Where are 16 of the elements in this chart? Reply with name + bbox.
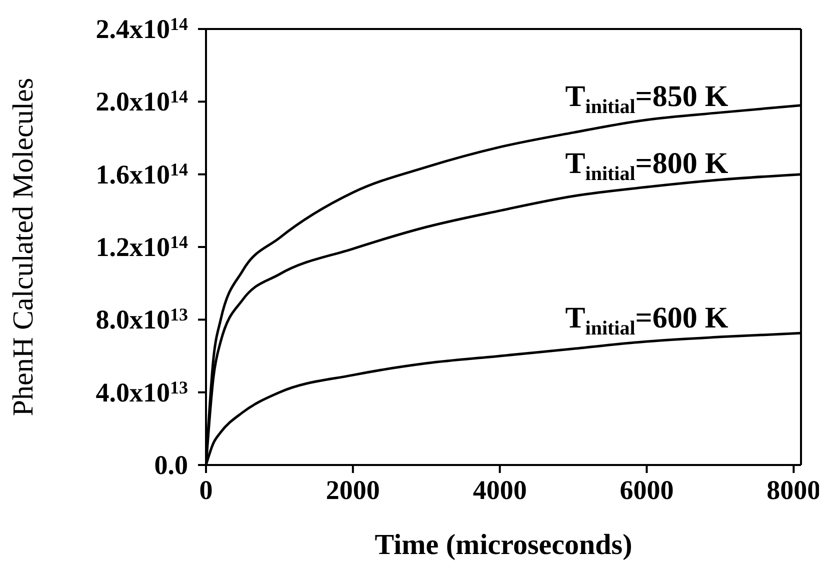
series-label: T$_{initial}$=600 K [565,301,729,340]
y-tick-label: 8.0x10$^{13}$ [96,304,188,335]
y-tick-label: 1.2x10$^{14}$ [96,232,188,262]
x-tick-label: 4000 [472,475,527,505]
x-axis-title: Time (microseconds) [374,529,632,561]
series-label: T$_{initial}$=850 K [565,80,729,118]
x-tick-label: 2000 [326,475,380,505]
x-tick-label: 0 [199,475,213,505]
y-tick-label: 2.0x10$^{14}$ [96,86,188,117]
y-axis-title: PhenH Calculated Molecules [7,78,40,416]
y-tick-label: 2.4x10$^{14}$ [96,14,188,44]
y-tick-label: 1.6x10$^{14}$ [96,159,188,190]
y-tick-label: 4.0x10$^{13}$ [96,377,188,408]
y-tick-label: 0.0 [154,450,188,480]
series-label: T$_{initial}$=800 K [565,147,729,186]
x-tick-label: 6000 [620,475,674,505]
